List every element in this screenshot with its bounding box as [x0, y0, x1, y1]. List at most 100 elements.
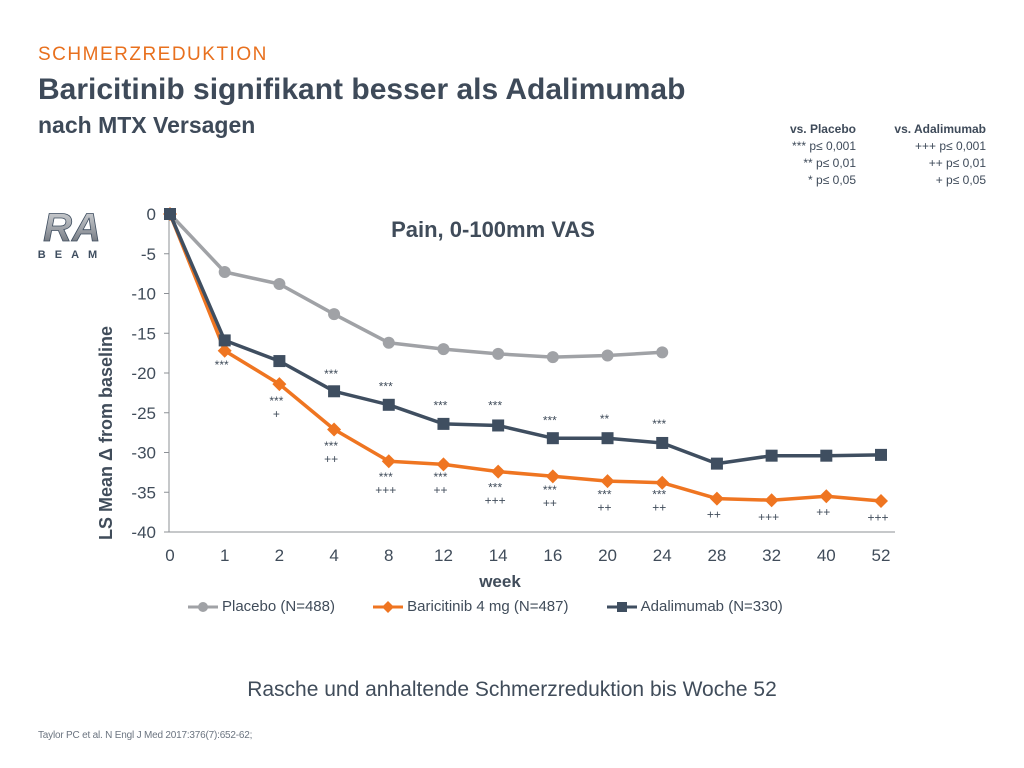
significance-legend-adalimumab: vs. Adalimumab +++ p≤ 0,001 ++ p≤ 0,01 +… — [894, 121, 986, 189]
significance-annotation: ++ — [816, 505, 830, 519]
significance-annotation-line: *** — [488, 399, 502, 413]
significance-annotation-line: *** — [324, 439, 338, 453]
data-point-adalimumab — [218, 334, 231, 347]
significance-annotation-line: *** — [598, 488, 612, 502]
significance-line: ++ p≤ 0,01 — [928, 156, 986, 170]
series-line-adalimumab — [168, 213, 882, 466]
series-line-placebo — [168, 212, 663, 359]
significance-annotation-line: ++ — [324, 452, 338, 466]
significance-annotation: *** — [324, 367, 338, 381]
data-point-adalimumab — [710, 457, 723, 470]
x-tick-label: 24 — [653, 546, 672, 565]
legend-label-adalimumab: Adalimumab (N=330) — [640, 598, 783, 615]
x-tick-label: 0 — [165, 546, 174, 565]
data-point-placebo — [656, 346, 669, 359]
data-point-adalimumab — [492, 419, 505, 432]
significance-annotation: +++ — [867, 511, 888, 525]
significance-annotation-line: *** — [433, 470, 447, 484]
data-point-baricitinib — [381, 454, 396, 469]
data-point-placebo — [273, 277, 286, 290]
y-tick-label: -10 — [131, 285, 156, 304]
chart-legend: Placebo (N=488) Baricitinib 4 mg (N=487)… — [188, 598, 817, 618]
data-point-placebo — [328, 308, 341, 321]
significance-annotation-line: +++ — [758, 510, 779, 524]
significance-annotation-line: ** — [600, 412, 610, 426]
data-point-adalimumab — [820, 449, 833, 462]
significance-annotation: *** ++ — [598, 488, 612, 515]
data-point-adalimumab — [546, 432, 559, 445]
data-point-placebo — [492, 347, 505, 360]
significance-line: + p≤ 0,05 — [935, 173, 986, 187]
significance-annotation: *** — [215, 358, 229, 372]
data-point-adalimumab — [437, 417, 450, 430]
significance-annotation: *** +++ — [485, 480, 506, 507]
x-tick-label: 20 — [598, 546, 617, 565]
logo-word-text: BEAM — [38, 249, 106, 261]
significance-annotation-line: +++ — [867, 511, 888, 525]
data-point-adalimumab — [273, 355, 286, 368]
x-tick-label: 32 — [762, 546, 781, 565]
significance-annotation: *** ++ — [543, 483, 557, 510]
x-tick-label: 52 — [872, 546, 891, 565]
slide-subtitle: nach MTX Versagen — [38, 112, 256, 138]
chart-title: Pain, 0-100mm VAS — [391, 217, 595, 242]
data-point-placebo — [437, 343, 450, 356]
significance-annotation: +++ — [758, 510, 779, 524]
data-point-adalimumab — [382, 398, 395, 411]
significance-annotation-line: *** — [543, 483, 557, 497]
data-point-adalimumab — [164, 208, 176, 220]
legend-marker-placebo — [188, 601, 218, 612]
significance-annotation: *** — [543, 414, 557, 428]
legend-marker-baricitinib — [373, 600, 404, 613]
data-point-baricitinib — [436, 457, 451, 472]
significance-annotation-line: *** — [652, 488, 666, 502]
slide-citation: Taylor PC et al. N Engl J Med 2017:376(7… — [38, 730, 253, 741]
x-tick-label: 40 — [817, 546, 836, 565]
slide-title: Baricitinib signifikant besser als Adali… — [38, 73, 686, 106]
significance-annotation-line: *** — [379, 470, 393, 484]
significance-annotation: *** ++ — [433, 470, 447, 497]
y-tick-label: -15 — [131, 324, 156, 343]
legend-item-placebo: Placebo (N=488) — [188, 598, 335, 615]
significance-annotation-line: ++ — [652, 501, 666, 515]
x-tick-label: 1 — [220, 546, 229, 565]
significance-annotation: ** — [600, 412, 610, 426]
x-tick-label: 12 — [434, 546, 453, 565]
legend-marker-adalimumab — [606, 601, 637, 612]
significance-line: *** p≤ 0,001 — [792, 139, 856, 153]
data-point-placebo — [546, 351, 559, 364]
data-point-adalimumab — [765, 449, 778, 462]
significance-annotation-line: *** — [324, 367, 338, 381]
data-point-placebo — [218, 266, 231, 279]
significance-annotation-line: *** — [433, 399, 447, 413]
significance-annotation: *** ++ — [324, 439, 338, 466]
y-tick-label: -5 — [141, 245, 156, 264]
data-point-adalimumab — [328, 385, 341, 398]
x-tick-label: 28 — [707, 546, 726, 565]
logo-mark-text: RA — [43, 206, 101, 250]
legend-label-baricitinib: Baricitinib 4 mg (N=487) — [407, 598, 569, 615]
significance-line: ** p≤ 0,01 — [803, 156, 856, 170]
significance-annotation-line: ++ — [433, 483, 447, 497]
significance-annotation-line: *** — [488, 480, 502, 494]
data-point-baricitinib — [819, 489, 834, 504]
y-tick-label: -30 — [131, 444, 156, 463]
significance-annotation-line: +++ — [375, 483, 396, 497]
significance-legend-placebo: vs. Placebo *** p≤ 0,001 ** p≤ 0,01 * p≤… — [790, 121, 856, 189]
significance-annotation-line: *** — [269, 394, 283, 408]
data-point-baricitinib — [327, 422, 342, 437]
x-tick-label: 16 — [543, 546, 562, 565]
data-point-placebo — [382, 336, 395, 349]
significance-line: +++ p≤ 0,001 — [915, 139, 986, 153]
legend-item-baricitinib: Baricitinib 4 mg (N=487) — [373, 598, 568, 615]
data-point-adalimumab — [601, 432, 614, 445]
data-point-baricitinib — [655, 475, 670, 490]
significance-annotation-line: *** — [379, 379, 393, 393]
x-tick-label: 4 — [329, 546, 338, 565]
significance-line: * p≤ 0,05 — [808, 173, 856, 187]
y-axis-label: LS Mean Δ from baseline — [96, 326, 116, 540]
significance-annotation-line: *** — [215, 358, 229, 372]
y-tick-label: -25 — [131, 404, 156, 423]
significance-annotation-line: +++ — [485, 493, 506, 507]
x-tick-label: 14 — [489, 546, 508, 565]
